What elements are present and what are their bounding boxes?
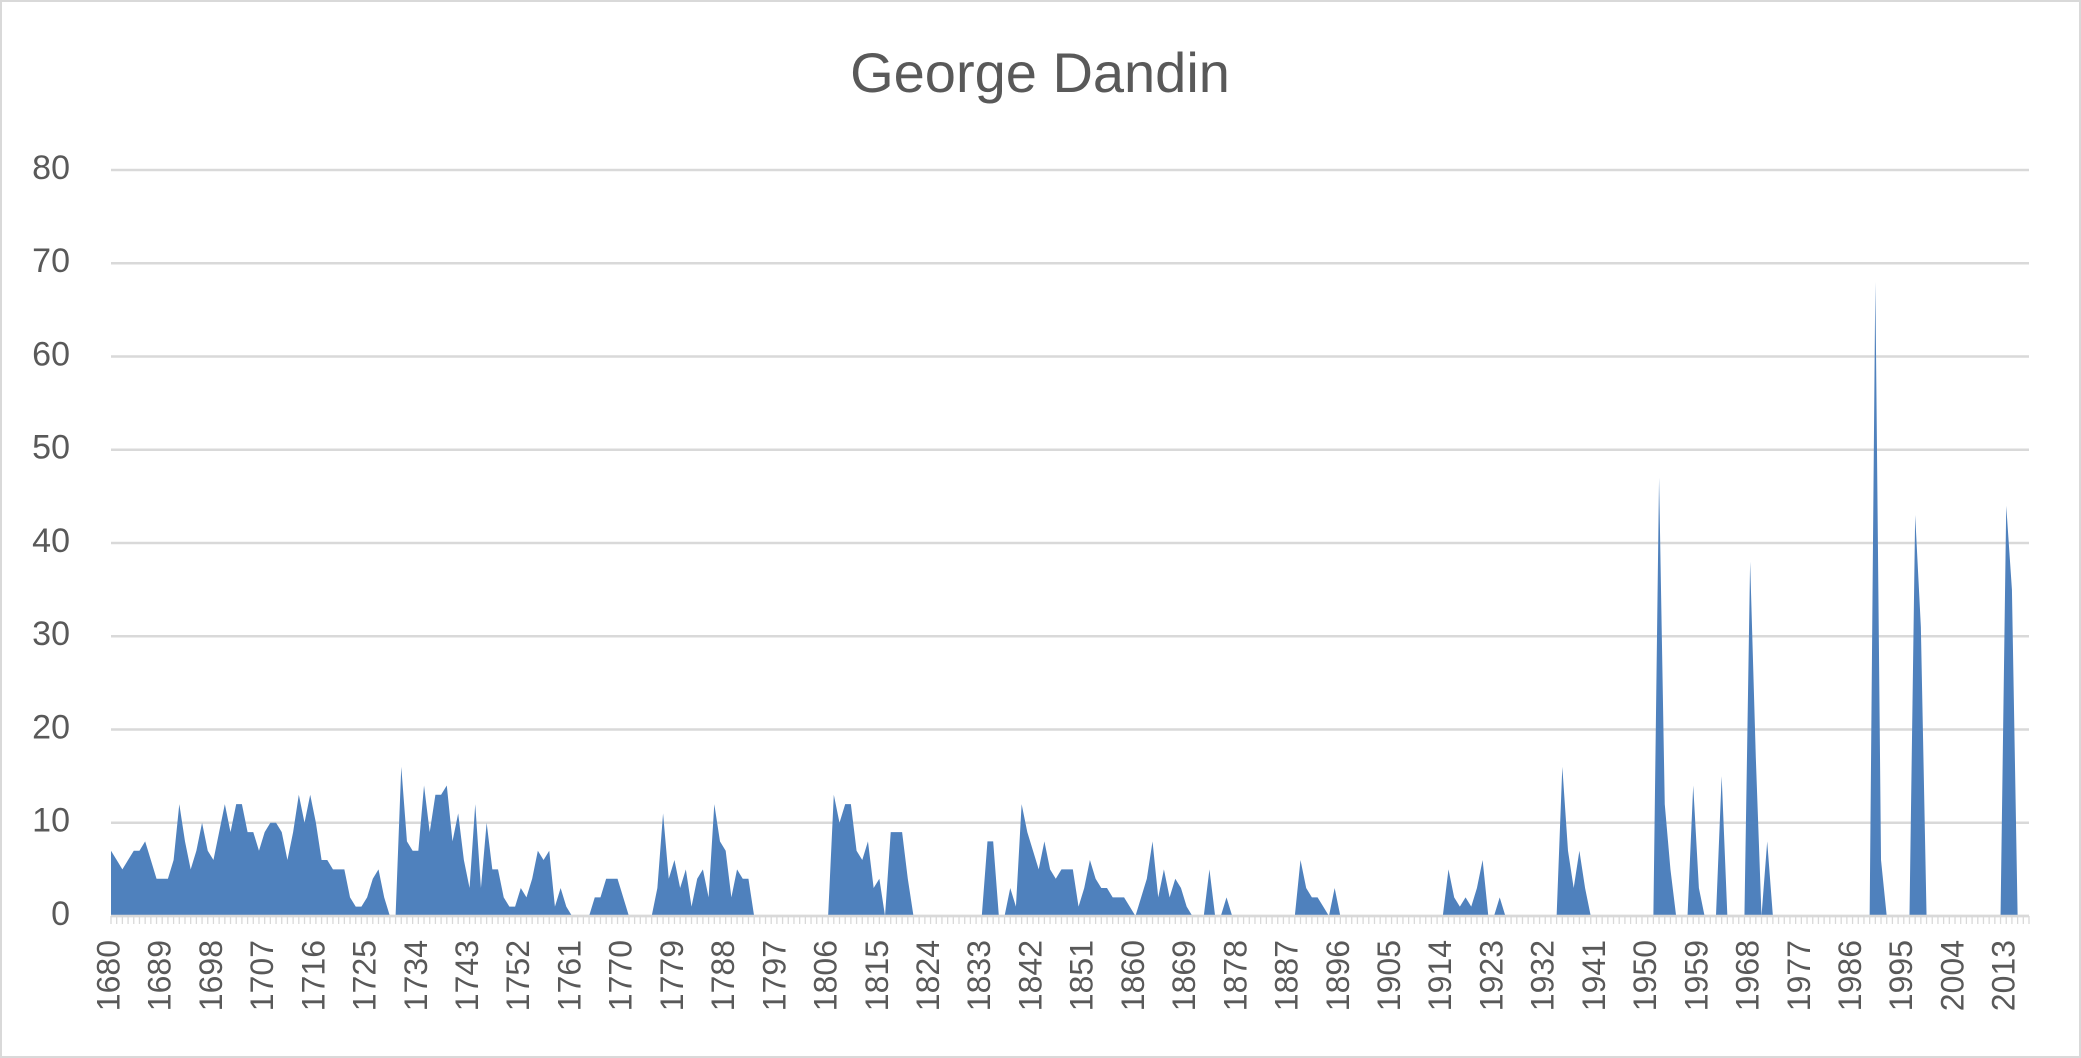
chart-title: George Dandin bbox=[850, 41, 1230, 104]
x-tick-label: 1932 bbox=[1525, 940, 1561, 1011]
x-tick-label: 1689 bbox=[142, 940, 178, 1011]
x-tick-label: 1680 bbox=[90, 940, 126, 1011]
x-tick-label: 1950 bbox=[1627, 940, 1663, 1011]
x-tick-label: 1779 bbox=[654, 940, 690, 1011]
x-tick-label: 1815 bbox=[859, 940, 895, 1011]
x-tick-label: 1851 bbox=[1064, 940, 1100, 1011]
y-tick-label: 50 bbox=[32, 429, 70, 467]
x-tick-label: 1959 bbox=[1678, 940, 1714, 1011]
x-tick-label: 1698 bbox=[193, 940, 229, 1011]
x-tick-label: 1968 bbox=[1730, 940, 1766, 1011]
y-tick-label: 10 bbox=[32, 802, 70, 840]
x-tick-label: 1725 bbox=[347, 940, 383, 1011]
x-tick-label: 1770 bbox=[603, 940, 639, 1011]
x-tick-label: 1707 bbox=[244, 940, 280, 1011]
x-tick-label: 1977 bbox=[1781, 940, 1817, 1011]
x-tick-label: 1797 bbox=[756, 940, 792, 1011]
x-tick-label: 1842 bbox=[1012, 940, 1048, 1011]
area bbox=[111, 281, 2029, 916]
x-tick-label: 1887 bbox=[1269, 940, 1305, 1011]
x-tick-label: 1788 bbox=[705, 940, 741, 1011]
x-tick-label: 1941 bbox=[1576, 940, 1612, 1011]
x-tick-label: 1878 bbox=[1217, 940, 1253, 1011]
x-tick-label: 1986 bbox=[1832, 940, 1868, 1011]
x-tick-label: 1896 bbox=[1320, 940, 1356, 1011]
x-tick-label: 1923 bbox=[1473, 940, 1509, 1011]
x-tick-label: 1761 bbox=[551, 940, 587, 1011]
y-tick-label: 20 bbox=[32, 708, 70, 746]
x-tick-label: 1806 bbox=[808, 940, 844, 1011]
x-tick-label: 1824 bbox=[910, 940, 946, 1011]
y-tick-label: 60 bbox=[32, 335, 70, 373]
y-tick-label: 40 bbox=[32, 522, 70, 560]
x-tick-label: 1752 bbox=[500, 940, 536, 1011]
x-tick-label: 1905 bbox=[1371, 940, 1407, 1011]
y-tick-label: 0 bbox=[51, 895, 70, 933]
y-tick-label: 70 bbox=[32, 242, 70, 280]
y-tick-label: 30 bbox=[32, 615, 70, 653]
x-tick-label: 1716 bbox=[295, 940, 331, 1011]
x-tick-label: 1869 bbox=[1166, 940, 1202, 1011]
x-tick-label: 1914 bbox=[1422, 940, 1458, 1011]
x-tick-label: 2013 bbox=[1986, 940, 2022, 1011]
x-tick-label: 1734 bbox=[398, 940, 434, 1011]
x-tick-label: 2004 bbox=[1934, 940, 1970, 1011]
y-tick-label: 80 bbox=[32, 149, 70, 187]
x-tick-label: 1743 bbox=[449, 940, 485, 1011]
x-tick-label: 1860 bbox=[1115, 940, 1151, 1011]
x-tick-label: 1833 bbox=[961, 940, 997, 1011]
x-tick-label: 1995 bbox=[1883, 940, 1919, 1011]
